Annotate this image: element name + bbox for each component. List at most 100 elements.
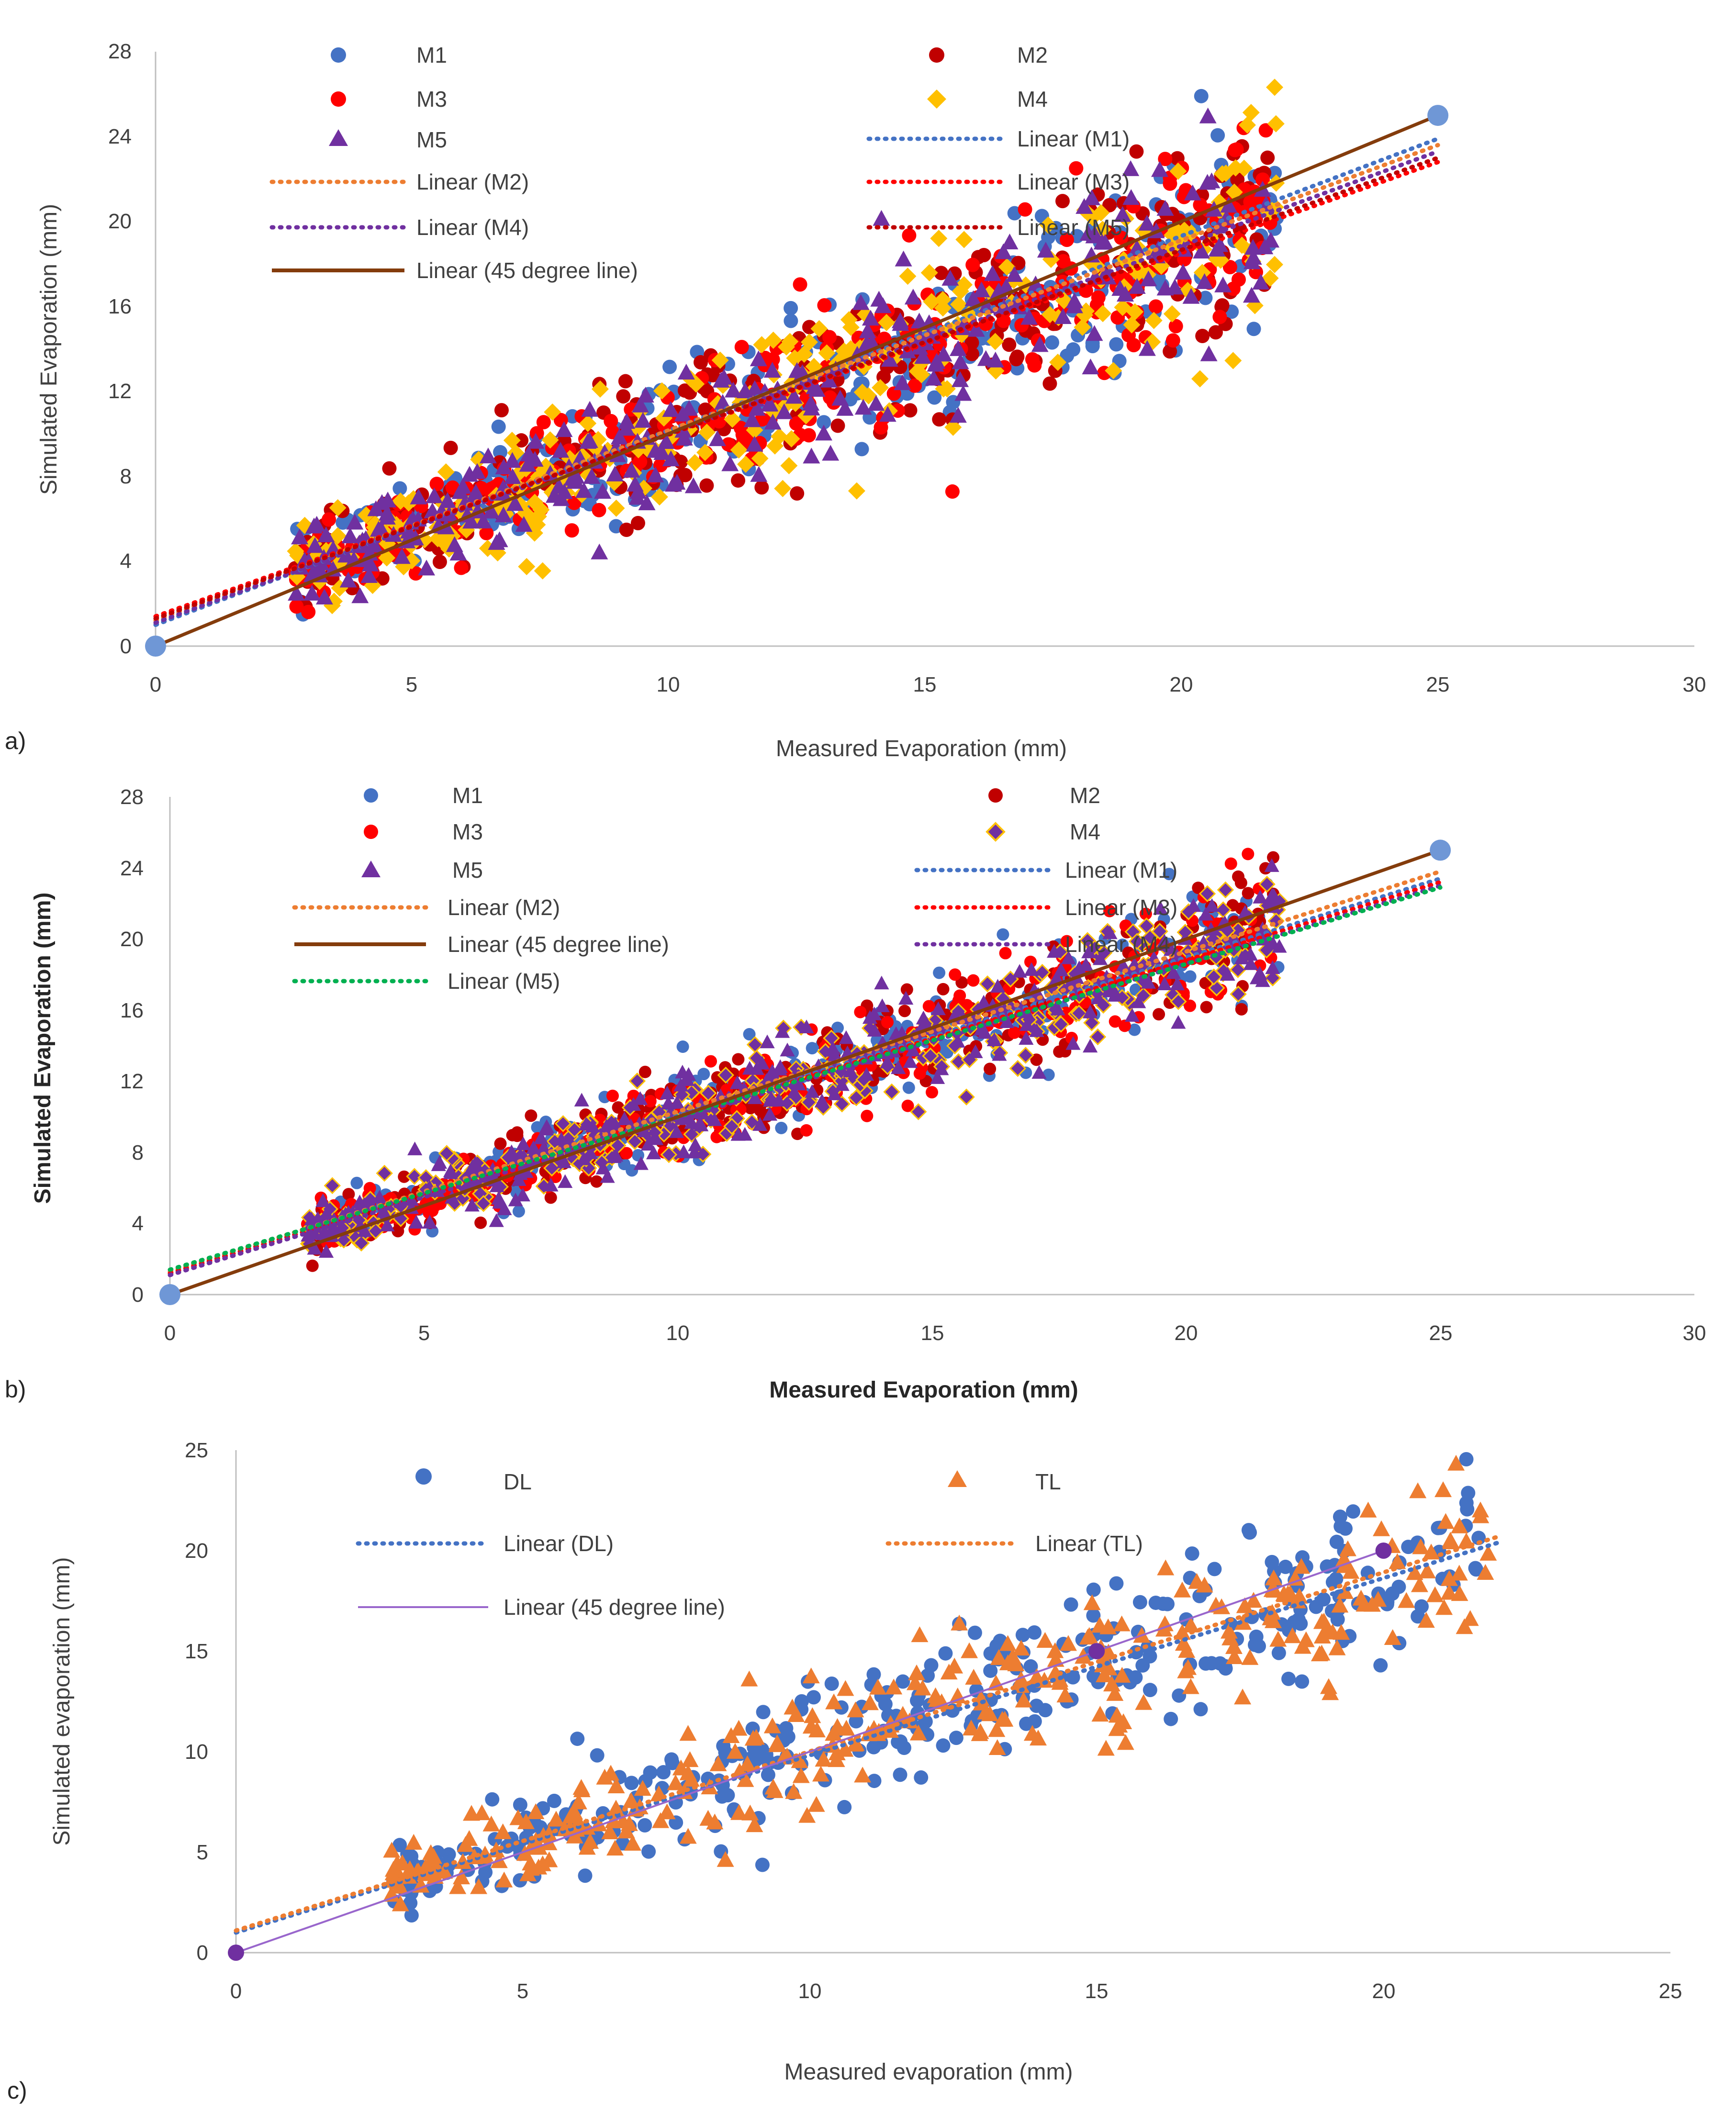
data-point-m5: [879, 406, 896, 422]
y-tick-label: 20: [108, 210, 132, 233]
data-point-m5: [1182, 288, 1200, 304]
data-point-m3: [567, 495, 582, 510]
chart-panel-b: 0 4 8 12 16 20 24 28 0 5 10 15 20 25 30 …: [5, 783, 1706, 1403]
data-point-m2: [1260, 150, 1275, 165]
data-point-m5: [1199, 107, 1217, 123]
data-point-m4: [400, 494, 417, 512]
data-point-m2: [1030, 1053, 1043, 1066]
data-point-m5: [552, 442, 570, 458]
x-tick-label: 25: [1659, 1979, 1682, 2003]
data-point-m5: [469, 463, 486, 479]
panel-label-a: a): [5, 727, 26, 754]
data-point-m5: [617, 420, 635, 436]
data-point-m2: [699, 478, 714, 493]
data-point-m4: [986, 333, 1004, 350]
data-point-dl: [1132, 1595, 1147, 1610]
legend-marker-m1: [331, 47, 346, 63]
data-point-dl: [1295, 1674, 1310, 1689]
data-point-m5: [1193, 243, 1210, 259]
data-point-m4: [1105, 362, 1122, 380]
data-point-m3: [1242, 848, 1254, 861]
y-tick-label: 25: [185, 1439, 208, 1462]
y-axis-title-a: Simulated Evaporation (mm): [36, 204, 62, 495]
data-point-m4: [1049, 354, 1067, 371]
data-point-m5: [410, 488, 427, 504]
data-point-tl: [911, 1626, 929, 1643]
data-point-m5: [1037, 242, 1054, 258]
data-point-m5: [526, 451, 544, 467]
data-point-dl: [638, 1818, 652, 1833]
data-point-m3: [907, 378, 922, 393]
data-point-tl: [740, 1670, 758, 1687]
scatter-points-c: [382, 1452, 1497, 1923]
data-point-dl: [878, 1697, 893, 1711]
trendline-linear-tl-: [234, 1534, 1501, 1933]
data-point-tl: [730, 1720, 748, 1736]
data-point-m2: [1055, 194, 1070, 209]
legend-label-m5: M5: [452, 858, 483, 883]
data-point-m4: [899, 268, 917, 285]
data-point-m1: [806, 1042, 818, 1055]
data-point-dl: [1373, 1658, 1388, 1673]
data-point-tl: [807, 1796, 825, 1812]
legend-entry-m1: M1: [331, 43, 447, 67]
data-point-m4: [541, 431, 559, 449]
data-point-m4: [532, 501, 550, 519]
data-point-tl: [679, 1725, 697, 1741]
data-point-m5: [714, 394, 731, 410]
data-point-m5: [566, 473, 583, 489]
legend-label-linear-dl: Linear (DL): [504, 1531, 614, 1556]
data-point-dl: [1156, 1597, 1171, 1611]
data-point-tl: [681, 1751, 699, 1767]
data-point-m1: [784, 301, 798, 315]
data-point-m4: [1233, 236, 1251, 254]
data-point-m5: [1093, 234, 1111, 250]
data-point-tl: [1320, 1678, 1337, 1694]
data-point-m5: [949, 407, 967, 423]
y-tick-labels-b: 0 4 8 12 16 20 24 28: [120, 785, 144, 1307]
x-tick-label: 10: [666, 1321, 690, 1345]
data-point-m2: [903, 403, 918, 418]
legend-entry-m3: M3: [364, 819, 483, 844]
data-point-m4: [403, 552, 421, 570]
legend-entry-linear-m2: Linear (M2): [292, 895, 560, 920]
y-tick-label: 20: [185, 1539, 208, 1563]
data-point-m2: [1192, 882, 1205, 894]
y-tick-label: 24: [108, 125, 132, 148]
data-point-tl: [1426, 1586, 1444, 1602]
legend-entry-linear-m1: Linear (M1): [866, 126, 1130, 151]
data-point-m5: [519, 456, 537, 472]
data-point-m5: [750, 466, 768, 482]
data-point-m4: [950, 296, 968, 313]
chart-panel-c: 0 5 10 15 20 25 0 5 10 15 20 25 Measured…: [7, 1439, 1682, 2104]
data-point-m1: [784, 313, 798, 328]
data-point-m5: [1128, 239, 1146, 256]
data-point-m3: [479, 525, 494, 540]
data-point-m2: [937, 983, 950, 995]
data-point-m2: [1042, 376, 1057, 391]
data-point-dl: [756, 1705, 771, 1720]
data-point-m4: [1193, 264, 1211, 281]
data-point-m2: [932, 412, 947, 427]
data-point-m3: [653, 458, 668, 473]
data-point-m3: [529, 426, 544, 441]
data-point-m5: [506, 495, 524, 511]
data-point-m4: [544, 403, 561, 421]
y-axis-title-b: Simulated Evaporation (mm): [30, 893, 56, 1204]
data-point-m1: [933, 966, 946, 979]
data-point-m2: [790, 486, 805, 501]
data-point-m5: [894, 374, 911, 391]
data-point-m1: [697, 1068, 710, 1081]
trendline-linear-dl-: [234, 1540, 1501, 1935]
x-tick-labels-c: 0 5 10 15 20 25: [230, 1979, 1682, 2003]
legend-entry-tl: TL: [948, 1469, 1061, 1494]
y-tick-label: 8: [132, 1141, 144, 1164]
data-point-m4: [810, 320, 828, 337]
data-point-m5: [1171, 1015, 1186, 1029]
legend-entry-m4: M4: [927, 87, 1048, 112]
data-point-m3: [1008, 1026, 1021, 1039]
data-point-m5: [967, 321, 985, 337]
data-point-m4: [1039, 216, 1057, 234]
data-point-m5: [1174, 264, 1192, 280]
legend-label-linear-tl: Linear (TL): [1035, 1531, 1143, 1556]
